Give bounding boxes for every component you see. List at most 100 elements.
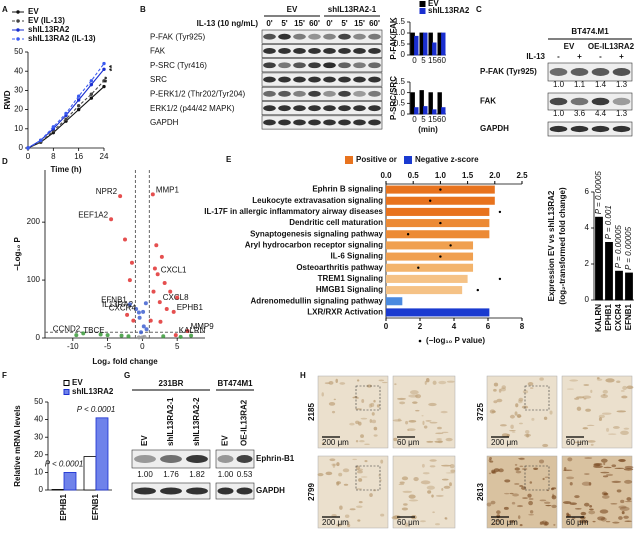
blot-band [338,119,351,126]
stain-texture [404,522,409,527]
x-tick-label: CXCR4 [614,303,623,331]
stain-texture [436,438,443,440]
row-label: GAPDH [256,486,285,495]
stain-texture [531,417,535,421]
stain-texture [593,462,603,466]
stain-texture [424,380,427,385]
data-point [125,312,130,317]
lane-label: - [557,52,560,61]
data-point [119,333,124,338]
point-label: NPR2 [96,187,118,196]
stain-texture [339,382,346,385]
stain-texture [517,457,525,460]
stain-texture [408,420,417,423]
bar [441,32,446,56]
stain-texture [357,519,361,522]
stain-texture [441,464,452,467]
lane-label: OE-IL13RA2 [240,399,249,446]
legend-swatch [63,380,70,386]
stain-texture [336,462,340,467]
stain-texture [446,380,455,383]
stain-texture [542,477,545,481]
stain-texture [527,493,532,498]
stain-texture [489,457,492,460]
stain-texture [407,429,410,431]
data-point [64,117,68,121]
stain-texture [512,493,519,497]
data-point [102,61,106,66]
stain-texture [584,473,590,475]
histology-image [317,375,389,449]
stain-texture [590,443,594,446]
stain-texture [569,481,573,486]
y-tick-label: 30 [14,86,23,95]
blot-strip [261,29,383,44]
x-tick-label: EFNB1 [91,493,100,520]
data-point [127,278,132,283]
group-label: EV [287,5,298,14]
blot-band [368,62,381,69]
category-label: Osteoarthritis pathway [296,263,383,272]
stain-texture [580,511,587,516]
stain-texture [620,430,629,435]
stain-texture [616,410,627,413]
blot-band [308,48,321,54]
stain-texture [438,380,447,385]
x-tick-label: 16 [74,152,83,161]
blot-strip [261,115,383,130]
legend-label: EV (IL-13) [28,16,65,25]
stain-texture [501,385,507,390]
stain-texture [516,413,522,418]
blot-band [278,90,291,97]
stain-texture [329,458,336,462]
blot-band [293,33,306,40]
stain-texture [528,498,534,500]
blot-band [186,455,208,463]
x-tick-label: EFNB1 [624,303,633,330]
stain-texture [491,469,496,474]
stain-texture [489,460,494,463]
stain-texture [569,502,577,505]
stain-texture [423,425,428,429]
x-tick-label: KALRN [594,304,603,332]
blot-band [338,48,351,54]
stain-texture [355,488,363,490]
point-label: CXCR4 [109,304,137,313]
stain-texture [425,378,430,383]
x2-tick-label: 2.0 [489,171,501,180]
stain-texture [396,397,407,400]
y-tick-label: 0 [36,333,41,342]
significance: ** [108,64,117,71]
stain-texture [599,509,609,514]
lane-label: 15' [294,19,305,28]
stain-texture [562,501,572,504]
stain-texture [623,467,634,471]
blot-band [323,33,336,40]
stain-texture [361,399,365,403]
blot-band [293,105,306,112]
stain-texture [331,514,337,517]
stain-texture [429,421,438,424]
stain-texture [343,483,349,486]
y-tick-label: 10 [34,468,43,477]
data-point [158,319,163,324]
bar [423,32,428,56]
stain-texture [370,402,375,407]
data-point [89,82,94,87]
stain-texture [355,408,363,410]
stain-texture [611,480,622,484]
data-point [171,309,176,314]
lane-label: 60' [369,19,380,28]
stain-texture [582,427,589,430]
stain-texture [360,476,368,478]
stain-texture [593,465,603,469]
blot-band [308,119,321,126]
stain-texture [553,523,556,526]
bar [419,90,424,115]
x-axis-label: Log₂ fold change [92,357,158,366]
stain-texture [317,473,324,477]
stain-texture [514,467,520,471]
y-axis-label: RWD [3,90,12,109]
bar [605,241,613,301]
stain-texture [622,385,628,391]
